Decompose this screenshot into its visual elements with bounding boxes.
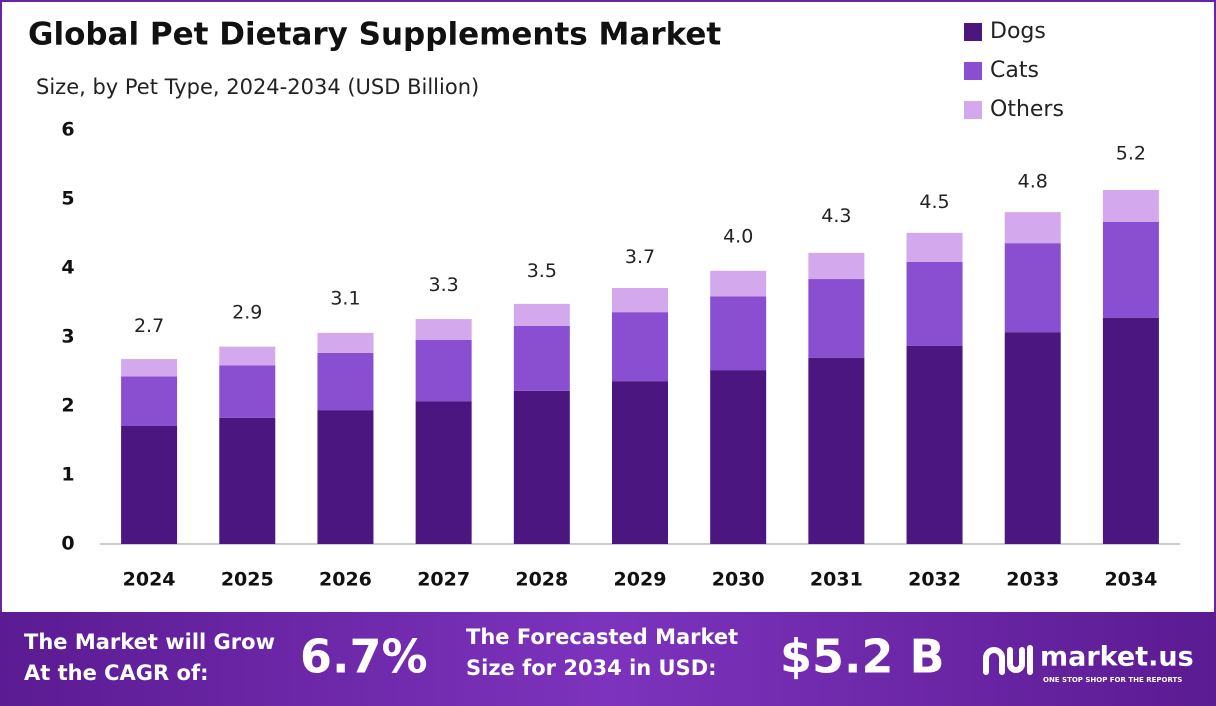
bar-segment [1102, 190, 1159, 222]
footer-text: At the CAGR of: [24, 661, 209, 685]
y-tick-label: 1 [61, 464, 74, 486]
legend-label: Cats [990, 58, 1039, 83]
x-tick-label: 2031 [810, 569, 863, 591]
bar-segment [906, 261, 963, 346]
bar-segment [219, 365, 276, 418]
total-label: 4.3 [821, 205, 851, 227]
bar-segment [612, 312, 668, 382]
legend-swatch [964, 101, 982, 119]
x-tick-label: 2033 [1006, 569, 1059, 591]
total-label: 3.5 [527, 260, 557, 282]
total-label: 5.2 [1116, 143, 1146, 165]
bar-segment [1004, 212, 1061, 244]
total-label: 4.0 [723, 226, 753, 248]
bar-segment [808, 357, 865, 544]
y-tick-label: 0 [61, 533, 74, 555]
x-tick-label: 2025 [221, 569, 274, 591]
total-label: 3.1 [330, 288, 360, 310]
x-tick-label: 2024 [123, 569, 176, 591]
bar-segment [415, 339, 472, 402]
footer-text: The Forecasted Market [466, 625, 738, 649]
bar-segment [1102, 317, 1159, 544]
bar-segment [121, 359, 178, 377]
bar-segment [906, 345, 963, 544]
bar-segment [808, 252, 865, 280]
total-label: 4.8 [1018, 170, 1048, 192]
x-tick-label: 2032 [908, 569, 961, 591]
bar-segment [612, 381, 668, 544]
bar-segment [710, 270, 767, 297]
bar-segment [513, 303, 570, 326]
y-tick-label: 3 [61, 326, 74, 348]
legend-label: Dogs [990, 19, 1046, 44]
bar-segment [513, 390, 570, 544]
bar-segment [906, 232, 963, 262]
brand-logo [983, 645, 1033, 675]
y-tick-label: 6 [61, 119, 74, 141]
bar-segment [710, 370, 767, 544]
chart-subtitle: Size, by Pet Type, 2024-2034 (USD Billio… [36, 75, 479, 99]
total-label: 2.9 [232, 301, 262, 323]
total-label: 3.3 [429, 274, 459, 296]
bar-segment [219, 346, 276, 366]
legend-swatch [964, 23, 982, 41]
legend-swatch [964, 62, 982, 80]
brand-tagline: ONE STOP SHOP FOR THE REPORTS [1043, 676, 1182, 684]
y-tick-label: 4 [61, 257, 74, 279]
total-label: 3.7 [625, 246, 655, 268]
x-tick-label: 2034 [1104, 569, 1157, 591]
total-label: 4.5 [919, 191, 949, 213]
legend-label: Others [990, 97, 1064, 122]
footer-text: The Market will Grow [24, 630, 275, 654]
bar-segment [415, 401, 472, 544]
bar-segment [710, 296, 767, 371]
bar-segment [219, 417, 276, 544]
forecast-value: $5.2 B [780, 630, 945, 684]
footer-banner [0, 612, 1216, 706]
bar-segment [415, 319, 472, 340]
x-tick-label: 2030 [712, 569, 765, 591]
bar-segment [612, 288, 668, 313]
bar-segment [513, 325, 570, 391]
bar-segment [1102, 221, 1159, 318]
bar-segment [1004, 243, 1061, 333]
x-tick-label: 2026 [319, 569, 372, 591]
y-tick-label: 5 [61, 188, 74, 210]
bar-segment [317, 352, 374, 411]
bar-segment [317, 332, 374, 353]
y-tick-label: 2 [61, 395, 74, 417]
total-label: 2.7 [134, 315, 164, 337]
bar-segment [121, 376, 178, 427]
cagr-value: 6.7% [300, 630, 428, 684]
x-tick-label: 2027 [417, 569, 470, 591]
bar-segment [1004, 332, 1061, 544]
bar-segment [317, 410, 374, 544]
x-tick-label: 2029 [614, 569, 667, 591]
bar-segment [121, 426, 178, 544]
brand-name: market.us [1040, 642, 1194, 673]
bar-segment [808, 279, 865, 358]
footer-text: Size for 2034 in USD: [466, 656, 717, 680]
chart-title: Global Pet Dietary Supplements Market [28, 17, 721, 53]
x-tick-label: 2028 [515, 569, 568, 591]
